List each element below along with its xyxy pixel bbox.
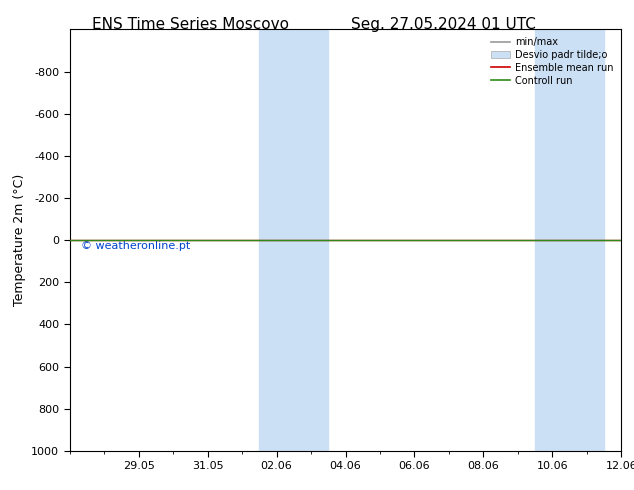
Bar — [535, 29, 604, 451]
Text: © weatheronline.pt: © weatheronline.pt — [81, 242, 190, 251]
Text: ENS Time Series Moscovo: ENS Time Series Moscovo — [92, 17, 288, 32]
Bar — [259, 29, 328, 451]
Text: Seg. 27.05.2024 01 UTC: Seg. 27.05.2024 01 UTC — [351, 17, 536, 32]
Y-axis label: Temperature 2m (°C): Temperature 2m (°C) — [13, 174, 26, 306]
Legend: min/max, Desvio padr tilde;o, Ensemble mean run, Controll run: min/max, Desvio padr tilde;o, Ensemble m… — [488, 34, 616, 89]
